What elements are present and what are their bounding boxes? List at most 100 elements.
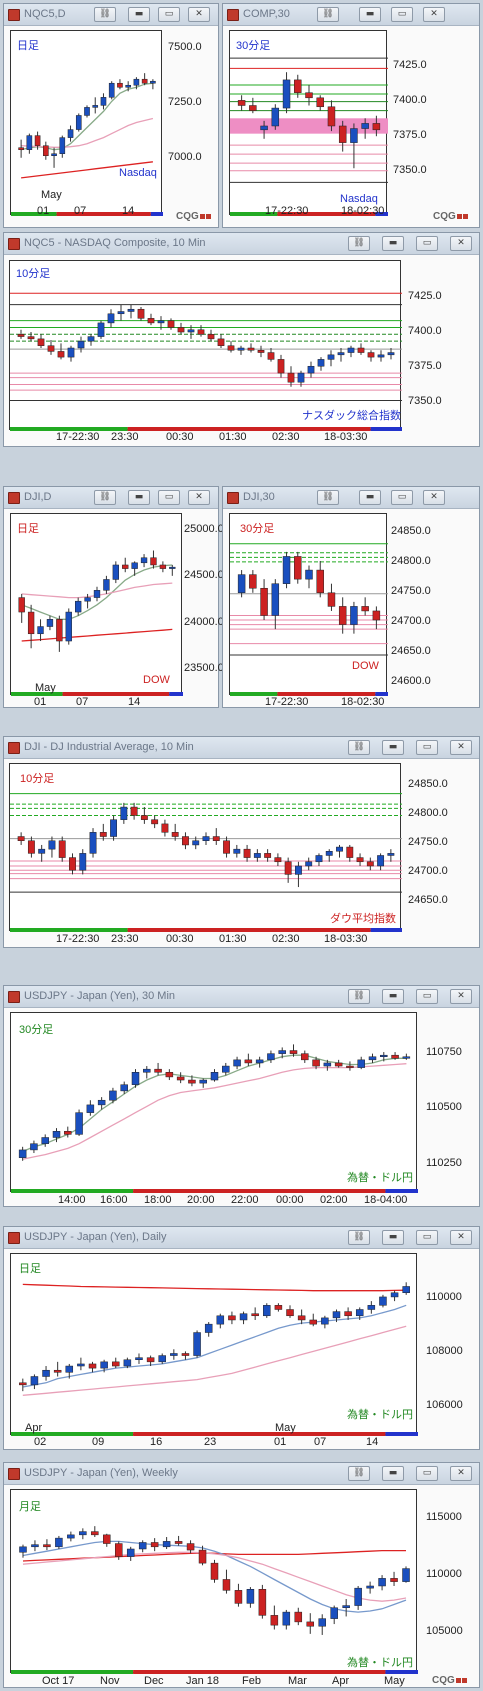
titlebar[interactable]: COMP,30 ⛓ ▬ ▭ ✕	[223, 4, 479, 26]
window-nqc5-10min[interactable]: NQC5 - NASDAQ Composite, 10 Min ⛓ ▬ ▭ ✕ …	[3, 232, 480, 447]
session-bar-blue	[385, 1670, 418, 1674]
maximize-button[interactable]: ▭	[416, 236, 438, 251]
chart-area[interactable]: 10分足 ダウ平均指数	[9, 763, 402, 932]
window-nqc5-daily[interactable]: NQC5,D ⛓ ▬ ▭ ✕ 日足 Nasdaq May 7500.0 7250…	[3, 3, 219, 228]
minimize-button[interactable]: ▬	[359, 7, 381, 22]
close-button[interactable]: ✕	[450, 236, 472, 251]
candle	[249, 97, 257, 114]
link-icon[interactable]: ⛓	[348, 989, 370, 1004]
minimize-button[interactable]: ▬	[128, 7, 150, 22]
link-icon[interactable]: ⛓	[94, 7, 116, 22]
link-icon[interactable]: ⛓	[348, 236, 370, 251]
titlebar[interactable]: DJI - DJ Industrial Average, 10 Min ⛓ ▬ …	[4, 737, 479, 759]
candle	[282, 72, 291, 114]
chart-area[interactable]: 日足 DOW May	[10, 513, 183, 696]
titlebar[interactable]: USDJPY - Japan (Yen), Daily ⛓ ▬ ▭ ✕	[4, 1227, 479, 1249]
candle-body	[38, 848, 46, 854]
chart-area[interactable]: 日足 Nasdaq May	[10, 30, 163, 216]
candlestick-chart	[11, 73, 163, 216]
titlebar[interactable]: DJI,D ⛓ ▬ ▭ ✕	[4, 487, 218, 509]
maximize-button[interactable]: ▭	[416, 1230, 438, 1245]
maximize-button[interactable]: ▭	[416, 1466, 438, 1481]
maximize-button[interactable]: ▭	[416, 989, 438, 1004]
y-tick-label: 24850.0	[408, 778, 448, 790]
titlebar[interactable]: NQC5,D ⛓ ▬ ▭ ✕	[4, 4, 218, 26]
minimize-button[interactable]: ▬	[128, 490, 150, 505]
window-usdjpy-weekly[interactable]: USDJPY - Japan (Yen), Weekly ⛓ ▬ ▭ ✕ 月足 …	[3, 1462, 480, 1688]
candle	[287, 366, 295, 387]
x-tick-label: 20:00	[187, 1194, 215, 1206]
link-icon[interactable]: ⛓	[94, 490, 116, 505]
titlebar[interactable]: USDJPY - Japan (Yen), 30 Min ⛓ ▬ ▭ ✕	[4, 986, 479, 1008]
candle-body	[100, 1361, 108, 1369]
session-bar-blue	[385, 1189, 418, 1193]
candle-body	[334, 1062, 343, 1067]
chart-area[interactable]: 30分足 為替・ドル円	[10, 1012, 418, 1193]
chart-area[interactable]: 10分足 ナスダック総合指数	[9, 260, 402, 431]
candle	[210, 1069, 219, 1082]
minimize-button[interactable]: ▬	[382, 1230, 404, 1245]
chart-area[interactable]: 日足 為替・ドル円 Apr May	[10, 1253, 418, 1436]
candle	[181, 1351, 190, 1360]
minimize-button[interactable]: ▬	[382, 1466, 404, 1481]
link-icon[interactable]: ⛓	[348, 1466, 370, 1481]
candle-body	[122, 564, 129, 569]
candle-body	[263, 1305, 271, 1317]
maximize-button[interactable]: ▭	[158, 7, 180, 22]
candle	[312, 1056, 320, 1070]
minimize-button[interactable]: ▬	[382, 236, 404, 251]
candlestick-chart	[10, 793, 402, 932]
candle	[120, 1081, 128, 1095]
candle	[110, 815, 118, 841]
close-button[interactable]: ✕	[450, 989, 472, 1004]
close-button[interactable]: ✕	[450, 1466, 472, 1481]
window-usdjpy-30min[interactable]: USDJPY - Japan (Yen), 30 Min ⛓ ▬ ▭ ✕ 30分…	[3, 985, 480, 1207]
candle-body	[249, 105, 257, 111]
candle-body	[31, 1544, 39, 1548]
candle	[317, 357, 325, 371]
link-icon[interactable]: ⛓	[317, 7, 339, 22]
close-button[interactable]: ✕	[423, 7, 445, 22]
candle	[100, 93, 107, 110]
maximize-button[interactable]: ▭	[391, 490, 413, 505]
link-icon[interactable]: ⛓	[348, 740, 370, 755]
candle-body	[27, 611, 35, 635]
candle	[197, 325, 205, 337]
close-button[interactable]: ✕	[188, 490, 210, 505]
chart-area[interactable]: 30分足 DOW	[229, 513, 388, 696]
candle	[263, 1303, 271, 1318]
titlebar[interactable]: USDJPY - Japan (Yen), Weekly ⛓ ▬ ▭ ✕	[4, 1463, 479, 1485]
window-usdjpy-daily[interactable]: USDJPY - Japan (Yen), Daily ⛓ ▬ ▭ ✕ 日足 為…	[3, 1226, 480, 1450]
candle	[150, 79, 156, 90]
window-dji-daily[interactable]: DJI,D ⛓ ▬ ▭ ✕ 日足 DOW May 25000.0 24500.0…	[3, 486, 224, 708]
candle	[27, 836, 35, 858]
candle	[233, 844, 241, 858]
window-comp-30[interactable]: COMP,30 ⛓ ▬ ▭ ✕ 30分足 Nasdaq 7425.0 7400.…	[222, 3, 480, 228]
maximize-button[interactable]: ▭	[416, 740, 438, 755]
close-button[interactable]: ✕	[423, 490, 445, 505]
minimize-button[interactable]: ▬	[359, 490, 381, 505]
window-dji-10min[interactable]: DJI - DJ Industrial Average, 10 Min ⛓ ▬ …	[3, 736, 480, 948]
candle-body	[67, 1534, 75, 1539]
maximize-button[interactable]: ▭	[158, 490, 180, 505]
link-icon[interactable]: ⛓	[348, 1230, 370, 1245]
close-button[interactable]: ✕	[188, 7, 210, 22]
maximize-button[interactable]: ▭	[391, 7, 413, 22]
close-button[interactable]: ✕	[450, 740, 472, 755]
titlebar[interactable]: DJI,30 ⛓ ▬ ▭ ✕	[223, 487, 479, 509]
candle-body	[46, 619, 54, 627]
minimize-button[interactable]: ▬	[382, 989, 404, 1004]
titlebar[interactable]: NQC5 - NASDAQ Composite, 10 Min ⛓ ▬ ▭ ✕	[4, 233, 479, 255]
candle	[210, 1559, 219, 1583]
candle-body	[67, 129, 74, 138]
x-tick-label: 17-22:30	[265, 205, 309, 217]
link-icon[interactable]: ⛓	[317, 490, 339, 505]
chart-area[interactable]: 月足 為替・ドル円	[10, 1489, 418, 1674]
x-tick-label: 18:00	[144, 1194, 172, 1206]
candle-body	[58, 840, 66, 858]
minimize-button[interactable]: ▬	[382, 740, 404, 755]
chart-area[interactable]: 30分足 Nasdaq	[229, 30, 388, 216]
close-button[interactable]: ✕	[450, 1230, 472, 1245]
candle-body	[112, 564, 119, 580]
window-dji-30[interactable]: DJI,30 ⛓ ▬ ▭ ✕ 30分足 DOW 24850.0 24800.0 …	[222, 486, 480, 708]
